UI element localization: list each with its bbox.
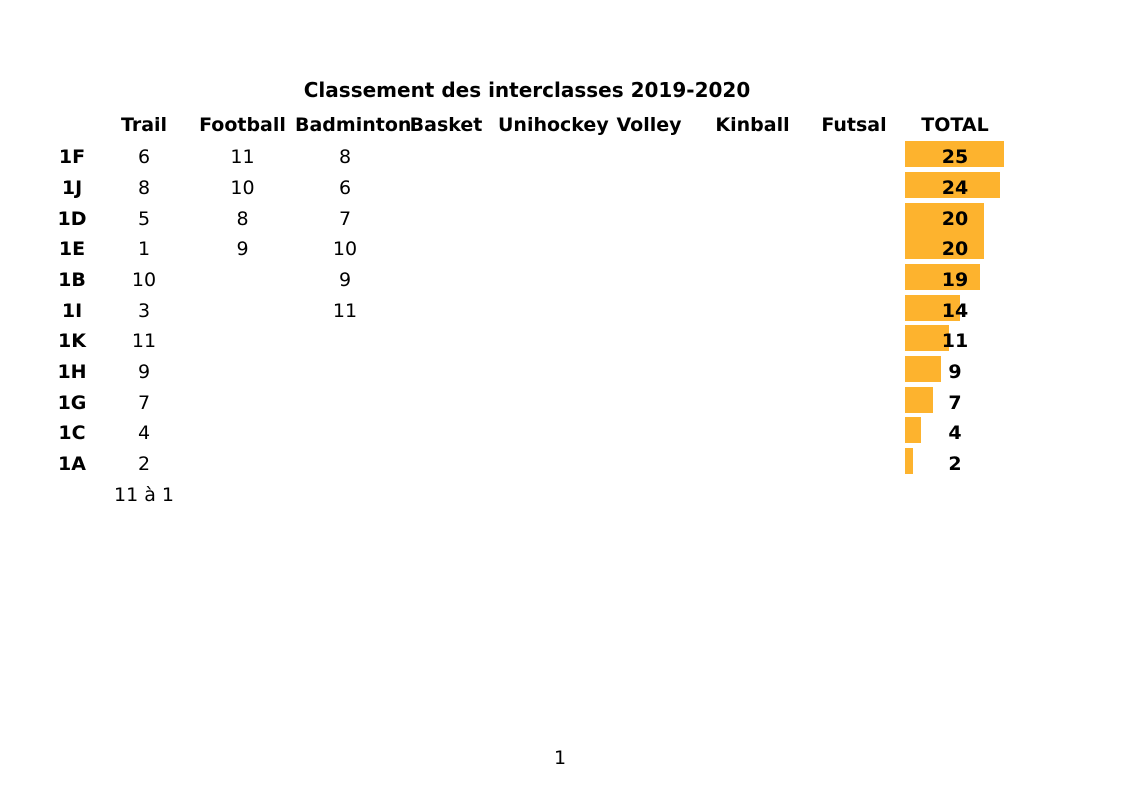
total-value: 2 [948,452,962,475]
total-value: 4 [948,422,962,445]
row-label-1k: 1K [58,330,86,353]
score-cell: 9 [338,268,352,291]
score-cell: 11 [131,330,157,353]
row-label-1i: 1I [61,299,83,322]
total-bar [905,263,981,290]
chart-title: Classement des interclasses 2019-2020 [303,78,751,102]
score-cell: 6 [338,176,352,199]
column-header-total: TOTAL [921,114,989,137]
column-header-football: Football [199,114,286,137]
score-cell: 11 [230,146,255,169]
row-label-1g: 1G [57,391,87,414]
score-cell: 9 [236,238,249,261]
column-header-badminton: Badminton [295,114,412,137]
column-header-unihockey: Unihockey [498,114,609,137]
scale-footnote: 11 à 1 [114,483,174,506]
row-label-1h: 1H [57,360,87,383]
total-value: 9 [948,360,962,383]
score-cell: 5 [137,207,151,230]
total-bar [905,141,1004,168]
score-cell: 11 [332,299,358,322]
row-label-1b: 1B [58,268,86,291]
total-bar [905,202,985,229]
total-value: 11 [941,330,969,353]
column-header-volley: Volley [616,114,682,137]
score-cell: 8 [137,176,151,199]
row-label-1j: 1J [61,176,83,199]
row-label-1a: 1A [58,452,86,475]
score-cell: 10 [230,176,255,199]
score-cell: 7 [338,207,352,230]
score-cell: 10 [131,268,157,291]
column-header-kinball: Kinball [715,114,790,137]
score-cell: 2 [137,452,151,475]
score-cell: 3 [137,299,151,322]
row-label-1d: 1D [57,207,87,230]
total-value: 25 [941,146,969,169]
total-value: 19 [941,268,969,291]
column-header-futsal: Futsal [821,114,887,137]
score-cell: 8 [338,146,352,169]
total-bar [905,448,913,474]
score-cell: 7 [137,391,151,414]
row-label-1f: 1F [58,146,86,169]
total-value: 14 [941,299,969,322]
score-cell: 1 [137,238,151,261]
total-bar [905,228,985,260]
column-header-basket: Basket [409,114,483,137]
row-label-1c: 1C [58,422,86,445]
score-cell: 9 [137,360,151,383]
row-label-1e: 1E [58,238,86,261]
total-bar [905,325,949,352]
total-bar [905,417,921,444]
total-bar [905,294,961,321]
score-cell: 8 [236,207,249,230]
total-bar [905,171,1001,198]
total-bar [905,355,941,382]
score-cell: 4 [137,422,151,445]
score-cell: 6 [137,146,151,169]
page-number: 1 [553,747,567,769]
score-cell: 10 [332,238,358,261]
total-value: 24 [941,176,969,199]
column-header-trail: Trail [120,114,168,137]
total-value: 7 [948,391,962,414]
total-bar [905,386,933,413]
total-value: 20 [941,207,969,230]
total-value: 20 [941,238,969,261]
